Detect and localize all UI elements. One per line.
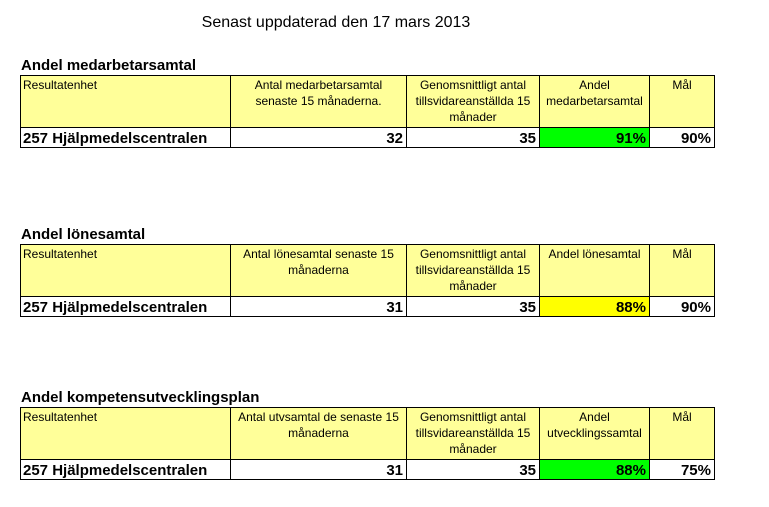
cell-share: 88%: [539, 459, 650, 480]
header-goal: Mål: [649, 244, 715, 297]
header-average: Genomsnittligt antal tillsvidareanställd…: [406, 75, 540, 128]
cell-unit: 257 Hjälpmedelscentralen: [20, 296, 231, 317]
header-share: Andel medarbetarsamtal: [539, 75, 650, 128]
cell-count: 32: [230, 127, 407, 148]
cell-goal: 90%: [649, 296, 715, 317]
section-title-kompetensutvecklingsplan: Andel kompetensutvecklingsplan: [21, 389, 260, 406]
table-kompetensutvecklingsplan: Resultatenhet Antal utvsamtal de senaste…: [20, 407, 715, 480]
header-count: Antal utvsamtal de senaste 15 månaderna: [230, 407, 407, 460]
cell-unit: 257 Hjälpmedelscentralen: [20, 127, 231, 148]
table-header-row: Resultatenhet Antal utvsamtal de senaste…: [20, 407, 715, 460]
header-share: Andel lönesamtal: [539, 244, 650, 297]
cell-average: 35: [406, 296, 540, 317]
header-resultatenhet: Resultatenhet: [20, 244, 231, 297]
header-resultatenhet: Resultatenhet: [20, 75, 231, 128]
cell-count: 31: [230, 296, 407, 317]
cell-goal: 90%: [649, 127, 715, 148]
table-row: 257 Hjälpmedelscentralen 31 35 88% 90%: [20, 296, 715, 317]
header-average: Genomsnittligt antal tillsvidareanställd…: [406, 244, 540, 297]
section-title-lonesamtal: Andel lönesamtal: [21, 226, 146, 243]
table-header-row: Resultatenhet Antal lönesamtal senaste 1…: [20, 244, 715, 297]
table-lonesamtal: Resultatenhet Antal lönesamtal senaste 1…: [20, 244, 715, 317]
cell-count: 31: [230, 459, 407, 480]
table-header-row: Resultatenhet Antal medarbetarsamtal sen…: [20, 75, 715, 128]
header-resultatenhet: Resultatenhet: [20, 407, 231, 460]
cell-goal: 75%: [649, 459, 715, 480]
table-medarbetarsamtal: Resultatenhet Antal medarbetarsamtal sen…: [20, 75, 715, 148]
cell-share: 91%: [539, 127, 650, 148]
header-count: Antal lönesamtal senaste 15 månaderna: [230, 244, 407, 297]
cell-share: 88%: [539, 296, 650, 317]
last-updated-text: Senast uppdaterad den 17 mars 2013: [201, 14, 471, 31]
header-count: Antal medarbetarsamtal senaste 15 månade…: [230, 75, 407, 128]
header-goal: Mål: [649, 75, 715, 128]
cell-unit: 257 Hjälpmedelscentralen: [20, 459, 231, 480]
header-average: Genomsnittligt antal tillsvidareanställd…: [406, 407, 540, 460]
section-title-medarbetarsamtal: Andel medarbetarsamtal: [21, 57, 197, 74]
cell-average: 35: [406, 459, 540, 480]
header-goal: Mål: [649, 407, 715, 460]
table-row: 257 Hjälpmedelscentralen 31 35 88% 75%: [20, 459, 715, 480]
cell-average: 35: [406, 127, 540, 148]
table-row: 257 Hjälpmedelscentralen 32 35 91% 90%: [20, 127, 715, 148]
header-share: Andel utvecklingssamtal: [539, 407, 650, 460]
